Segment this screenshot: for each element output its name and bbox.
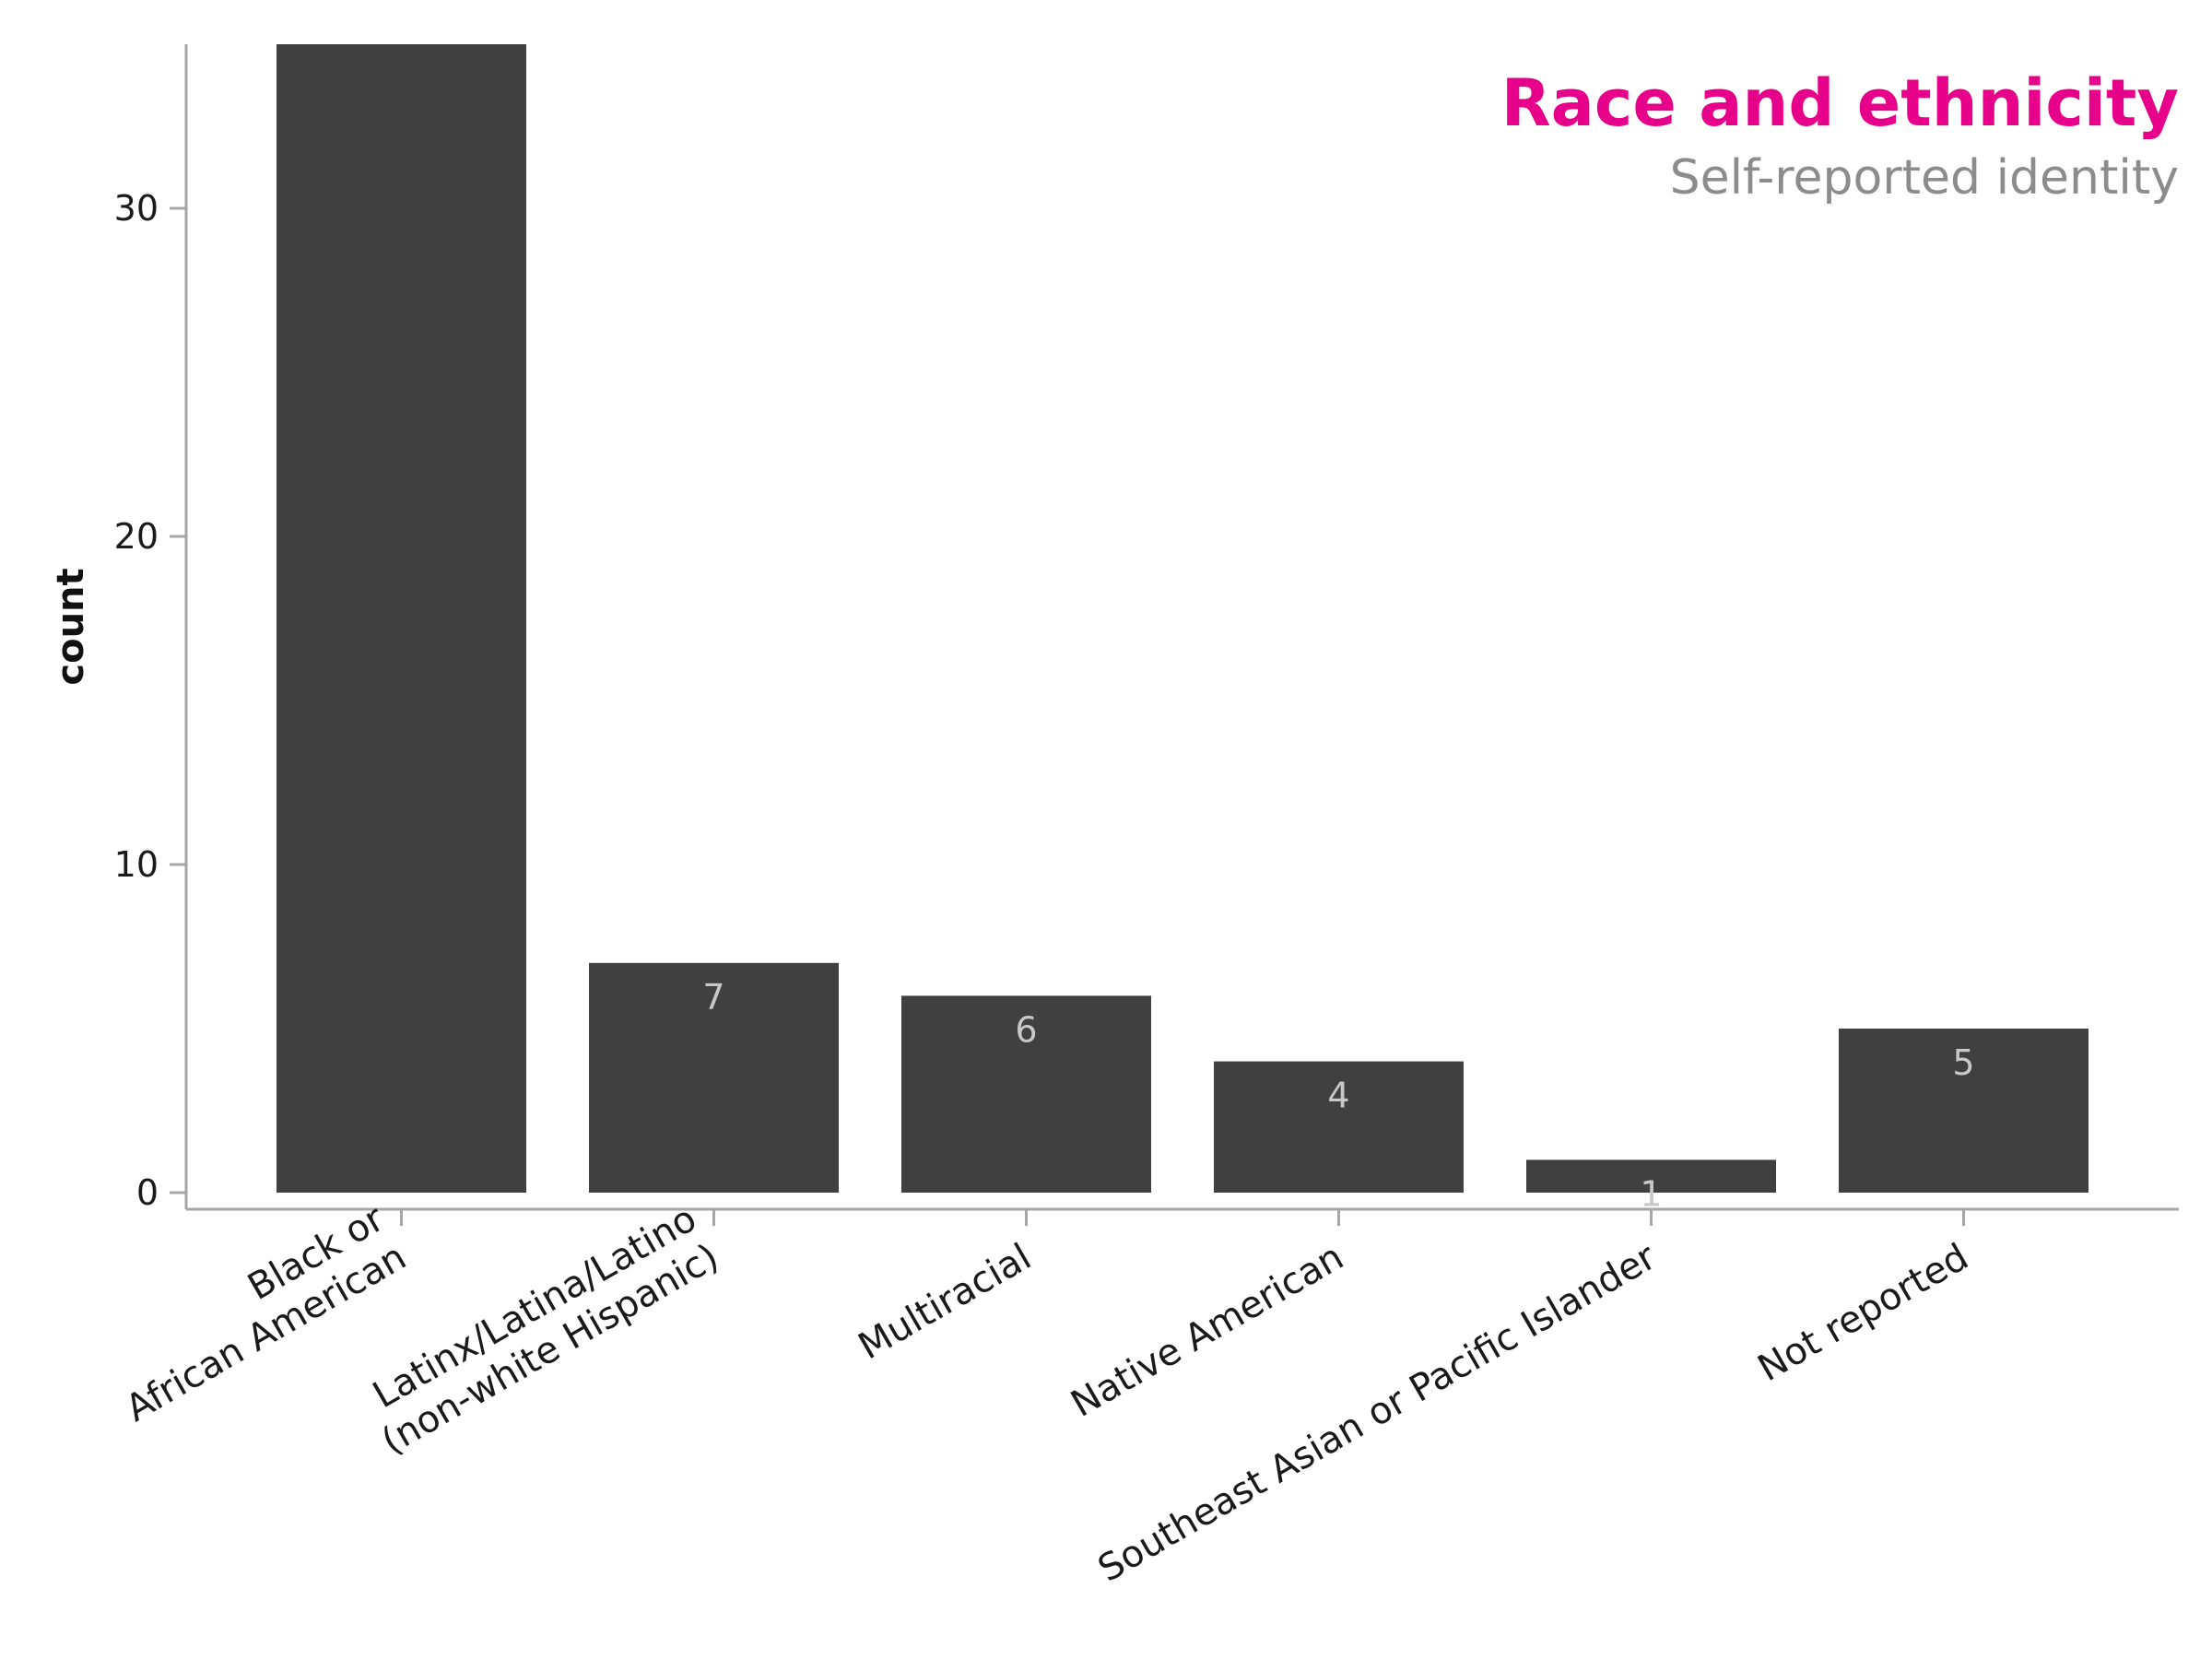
x-tick-label-4-line-0: Southeast Asian or Pacific Islander: [1091, 1236, 1664, 1591]
value-label-3: 4: [1327, 1076, 1349, 1116]
x-tick-label-5: Not reported: [1751, 1236, 1976, 1390]
bars-layer: [276, 44, 2088, 1193]
chart-title: Race and ethnicity: [1501, 65, 2179, 141]
y-tick-label-2: 20: [114, 516, 159, 557]
value-label-1: 7: [702, 977, 724, 1018]
bar-4: [1526, 1159, 1776, 1193]
x-tick-label-2: Multiracial: [852, 1236, 1039, 1369]
bar-1: [589, 962, 839, 1193]
value-label-4: 1: [1640, 1173, 1662, 1214]
y-axis-title: count: [50, 568, 92, 685]
bar-2: [901, 995, 1151, 1193]
value-labels-layer: 7 6 4 1 5: [702, 977, 1974, 1215]
value-label-2: 6: [1015, 1009, 1037, 1050]
x-ticks-layer: Black orAfrican AmericanLatinx/Latina/La…: [97, 1197, 1976, 1591]
x-tick-label-1: Latinx/Latina/Latino(non-white Hispanic): [352, 1197, 725, 1463]
y-tick-label-1: 10: [114, 844, 159, 885]
y-tick-label-3: 30: [114, 188, 159, 229]
bar-5: [1839, 1029, 2088, 1193]
x-tick-label-5-line-0: Not reported: [1751, 1236, 1976, 1390]
y-tick-label-0: 0: [136, 1172, 159, 1213]
x-tick-label-3: Native American: [1064, 1236, 1350, 1426]
bar-3: [1214, 1061, 1464, 1193]
x-tick-label-0: Black orAfrican American: [97, 1197, 414, 1430]
value-label-5: 5: [1952, 1042, 1974, 1083]
bar-0: [276, 44, 526, 1193]
chart-subtitle: Self-reported identity: [1670, 150, 2179, 206]
x-tick-label-4: Southeast Asian or Pacific Islander: [1091, 1236, 1664, 1591]
y-ticks-layer: 0 10 20 30: [114, 188, 186, 1213]
x-tick-label-2-line-0: Multiracial: [852, 1236, 1039, 1369]
x-tick-label-3-line-0: Native American: [1064, 1236, 1350, 1426]
axes-layer: [184, 44, 2179, 1211]
